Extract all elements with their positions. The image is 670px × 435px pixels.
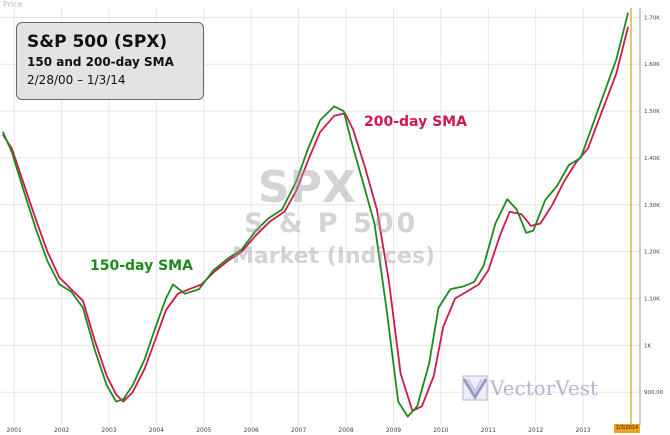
y-tick-label: 1.60K [644,62,660,68]
vectorvest-logo: VectorVest [462,374,614,402]
x-tick-label: 2002 [54,427,69,434]
x-tick-label: 2011 [481,427,496,434]
x-tick-label: 2013 [575,427,590,434]
sma150-label: 150-day SMA [90,258,193,274]
x-tick-label: 2003 [101,427,116,434]
vectorvest-logo-text: VectorVest [490,376,599,400]
chart-info-box: S&P 500 (SPX) 150 and 200-day SMA 2/28/0… [16,22,204,100]
watermark-name: S & P 500 [244,208,419,239]
y-tick-label: 1.40K [644,156,660,162]
watermark-category: Market (Indices) [232,244,436,269]
x-tick-label: 2010 [433,427,448,434]
watermark-symbol: SPX [258,162,356,213]
y-tick-label: 1.50K [644,109,660,115]
y-axis-ticks: 900.00 1K 1.10K 1.20K 1.30K 1.40K 1.50K 1.60K 1.… [644,15,664,396]
x-tick-label: 2006 [244,427,259,434]
chart-title: S&P 500 (SPX) [27,32,168,52]
series-line-sma200 [2,26,629,412]
x-tick-label: 2012 [528,427,543,434]
date-range: 2/28/00 – 1/3/14 [27,73,126,87]
sma200-label: 200-day SMA [364,114,467,130]
x-tick-label: 2005 [196,427,211,434]
y-tick-label: 1K [644,343,651,349]
x-tick-label: 2007 [291,427,306,434]
x-tick-label: 2009 [386,427,401,434]
series [1,12,629,418]
y-tick-label: 1.70K [644,15,660,21]
vectorvest-mark-icon [462,375,488,401]
x-tick-label: 2008 [338,427,353,434]
y-tick-label: 900.00 [644,390,664,396]
axis-title: Price [3,0,23,9]
y-tick-label: 1.20K [644,250,660,256]
series-line-sma150 [1,12,629,418]
chart-subtitle: 150 and 200-day SMA [27,55,174,69]
grid [0,8,640,425]
current-date-tag: 1/3/2014 [614,424,640,433]
y-tick-label: 1.10K [644,296,660,302]
x-tick-label: 2001 [7,427,22,434]
x-tick-label: 2004 [149,427,164,434]
x-axis-ticks: 2001 2002 2003 2004 2005 2006 2007 2008 2009 2010… [7,427,591,434]
y-tick-label: 1.30K [644,203,660,209]
